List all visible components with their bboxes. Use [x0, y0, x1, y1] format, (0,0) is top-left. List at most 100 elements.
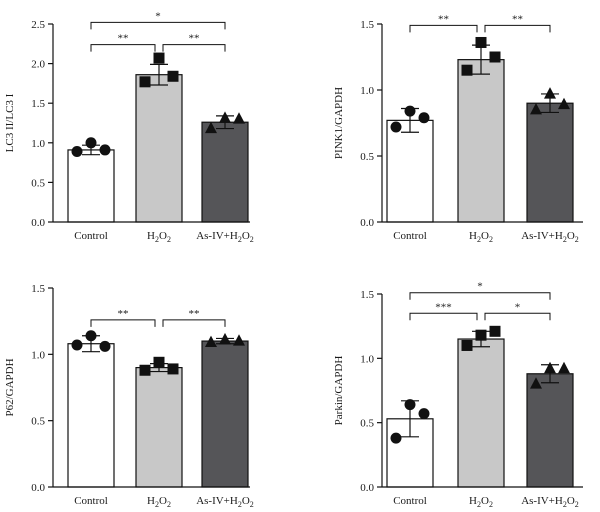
- data-point-triangle: [233, 112, 245, 124]
- data-point-triangle: [205, 335, 217, 348]
- x-tick-label: H2O2: [469, 495, 493, 509]
- data-point-square: [489, 325, 501, 337]
- significance-bracket: [90, 319, 156, 327]
- significance-bracket: [409, 292, 551, 300]
- significance-bracket: [162, 319, 226, 327]
- bracket-line: [162, 319, 226, 327]
- data-point-square: [153, 356, 165, 368]
- y-tick-label: 1.5: [31, 283, 45, 295]
- significance-bracket: [409, 24, 478, 33]
- significance-label: **: [512, 13, 523, 25]
- chart-panel-bottom-left: 0.0 0.5 1.0 1.5 Control H2O2 As-IV+H2O2 P62/GAP…: [4, 283, 254, 509]
- y-tick-label: 1.0: [31, 138, 45, 150]
- x-tick-label: H2O2: [147, 230, 171, 244]
- x-tick-label: As-IV+H2O2: [196, 230, 254, 244]
- bracket-line: [90, 21, 226, 30]
- bar: [386, 119, 434, 223]
- bracket-line: [409, 24, 478, 33]
- data-point-circle: [390, 432, 402, 444]
- data-point-triangle: [219, 332, 231, 345]
- significance-label: **: [189, 308, 200, 320]
- y-tick-label: 1.0: [31, 349, 45, 361]
- bar: [67, 343, 115, 488]
- y-tick-label: 1.0: [360, 353, 374, 365]
- y-axis-title: PINK1/GAPDH: [333, 87, 345, 159]
- error-bar: [150, 63, 168, 86]
- y-tick-label: 0.0: [31, 217, 45, 229]
- data-point-circle: [418, 408, 430, 420]
- data-point-triangle: [530, 102, 542, 115]
- data-point-square: [475, 36, 487, 48]
- chart-panel-bottom-right: 0.0 0.5 1.0 1.5 Control H2O2 As-IV+H2O2 Parkin/…: [333, 281, 583, 509]
- chart-panel-top-left: 0.0 0.5 1.0 1.5 2.0 2.5 Control H2O2 As-IV+H2O2 L…: [4, 10, 254, 244]
- x-tick-label: Control: [393, 230, 427, 242]
- significance-label: **: [118, 308, 129, 320]
- y-tick-label: 0.5: [360, 418, 374, 430]
- bracket-line: [409, 292, 551, 300]
- x-tick-label: Control: [74, 230, 108, 242]
- data-point-triangle: [558, 361, 570, 374]
- significance-bracket: [90, 21, 226, 30]
- significance-label: **: [189, 33, 200, 45]
- data-point-square: [139, 364, 151, 376]
- x-tick-label: H2O2: [147, 495, 171, 509]
- y-tick-label: 0.5: [31, 177, 45, 189]
- bracket-line: [90, 44, 156, 52]
- x-tick-label: As-IV+H2O2: [196, 495, 254, 509]
- significance-label: **: [118, 33, 129, 45]
- x-tick-label: Control: [393, 495, 427, 507]
- significance-label: **: [438, 13, 449, 25]
- data-point-circle: [71, 146, 83, 158]
- bar: [201, 340, 249, 488]
- data-point-circle: [418, 112, 430, 124]
- data-point-square: [461, 64, 473, 76]
- data-point-square: [461, 339, 473, 351]
- significance-label: *: [477, 281, 483, 293]
- y-axis-title: Parkin/GAPDH: [333, 356, 345, 426]
- data-point-circle: [99, 144, 111, 156]
- data-point-circle: [390, 121, 402, 133]
- data-point-circle: [71, 339, 83, 351]
- y-axis-title: LC3 II/LC3 I: [4, 93, 16, 152]
- data-point-triangle: [233, 334, 245, 346]
- significance-bracket: [484, 24, 551, 33]
- y-tick-label: 0.0: [31, 482, 45, 494]
- data-point-triangle: [558, 97, 570, 110]
- data-point-circle: [85, 330, 97, 342]
- bar: [67, 149, 115, 223]
- data-point-square: [153, 52, 165, 64]
- data-point-triangle: [219, 111, 231, 123]
- bracket-line: [409, 312, 478, 321]
- y-tick-label: 0.0: [360, 217, 374, 229]
- y-tick-label: 0.5: [360, 151, 374, 163]
- significance-label: *: [515, 301, 521, 313]
- y-tick-label: 2.0: [31, 59, 45, 71]
- bracket-line: [90, 319, 156, 327]
- data-point-circle: [99, 340, 111, 352]
- chart-panel-top-right: 0.0 0.5 1.0 1.5 Control H2O2 As-IV+H2O2 PINK1/G…: [333, 13, 583, 244]
- bar: [201, 121, 249, 223]
- significance-label: *: [155, 10, 161, 22]
- y-tick-label: 0.5: [31, 416, 45, 428]
- data-point-square: [475, 329, 487, 341]
- bar: [526, 373, 574, 488]
- data-point-square: [167, 70, 179, 82]
- y-axis-title: P62/GAPDH: [4, 358, 16, 416]
- data-point-square: [167, 363, 179, 375]
- bracket-line: [484, 24, 551, 33]
- y-tick-label: 2.5: [31, 19, 45, 31]
- significance-label: ***: [435, 301, 452, 313]
- data-point-triangle: [544, 87, 556, 99]
- bar: [457, 338, 505, 488]
- bracket-line: [484, 312, 551, 321]
- data-point-triangle: [205, 121, 217, 134]
- y-tick-label: 1.0: [360, 85, 374, 97]
- bracket-line: [162, 44, 226, 52]
- data-point-triangle: [530, 377, 542, 389]
- bar: [135, 367, 183, 488]
- y-tick-label: 1.5: [360, 19, 374, 31]
- data-point-circle: [85, 137, 97, 149]
- bar: [135, 74, 183, 223]
- x-tick-label: As-IV+H2O2: [521, 495, 579, 509]
